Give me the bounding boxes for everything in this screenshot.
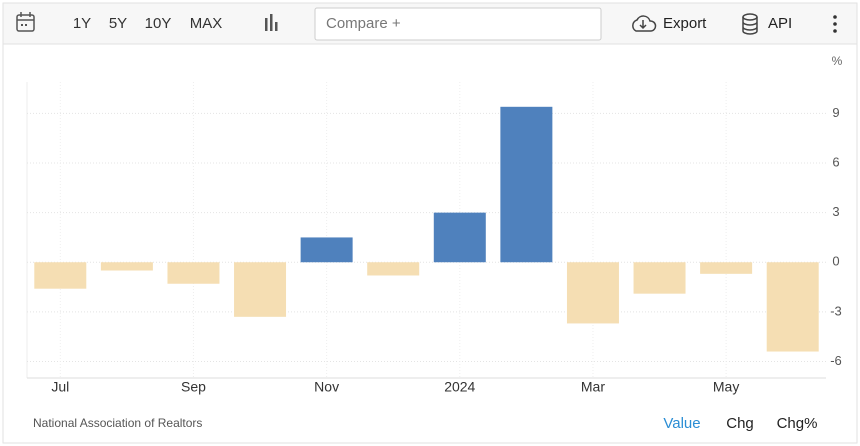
y-tick-label: -6 bbox=[830, 353, 842, 368]
bar bbox=[633, 262, 686, 294]
unit-label: % bbox=[832, 54, 843, 68]
bar bbox=[367, 262, 420, 276]
bar bbox=[433, 212, 486, 263]
export-button[interactable]: Export bbox=[663, 15, 707, 32]
y-tick-label: 3 bbox=[832, 204, 839, 219]
x-tick-label: May bbox=[713, 379, 739, 395]
compare-input[interactable] bbox=[314, 7, 602, 41]
x-tick-label: 2024 bbox=[444, 379, 475, 395]
api-button[interactable]: API bbox=[768, 15, 792, 32]
bar bbox=[34, 262, 87, 289]
x-tick-label: Nov bbox=[314, 379, 339, 395]
export-icon[interactable] bbox=[632, 15, 657, 32]
range-button[interactable]: 1Y bbox=[73, 15, 91, 32]
range-button[interactable]: MAX bbox=[190, 15, 223, 32]
bar bbox=[167, 262, 220, 284]
bar bbox=[766, 262, 819, 352]
calendar-icon[interactable] bbox=[16, 12, 35, 32]
range-button[interactable]: 5Y bbox=[109, 15, 127, 32]
compare-placeholder: Compare + bbox=[326, 15, 401, 32]
bar bbox=[234, 262, 287, 317]
mode-button[interactable]: Chg bbox=[726, 415, 754, 432]
menu-icon[interactable] bbox=[833, 15, 837, 33]
bar bbox=[500, 106, 553, 263]
y-tick-label: 0 bbox=[832, 254, 839, 269]
source: National Association of Realtors bbox=[33, 416, 202, 430]
bar bbox=[566, 262, 619, 324]
bar bbox=[300, 237, 353, 263]
range-button[interactable]: 10Y bbox=[145, 15, 172, 32]
bar bbox=[100, 262, 153, 271]
y-tick-label: 6 bbox=[832, 154, 839, 169]
x-tick-label: Sep bbox=[181, 379, 206, 395]
mode-button[interactable]: Value bbox=[663, 415, 700, 432]
bar bbox=[700, 262, 753, 274]
y-tick-label: 9 bbox=[832, 105, 839, 120]
mode-button[interactable]: Chg% bbox=[777, 415, 818, 432]
x-tick-label: Mar bbox=[581, 379, 605, 395]
y-tick-label: -3 bbox=[830, 303, 842, 318]
x-tick-label: Jul bbox=[51, 379, 69, 395]
api-icon[interactable] bbox=[742, 13, 758, 35]
chart-type-icon[interactable] bbox=[265, 14, 278, 31]
